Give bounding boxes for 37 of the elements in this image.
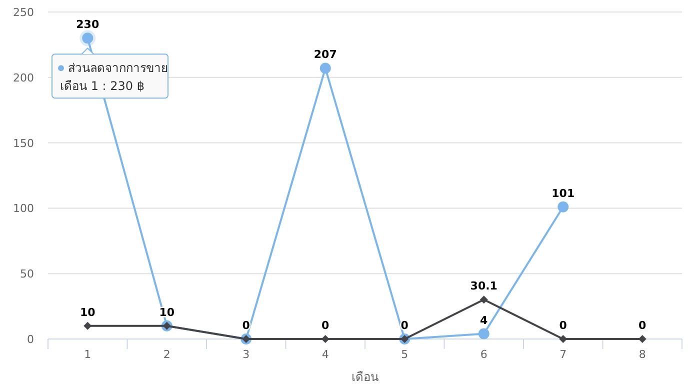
point xyxy=(638,335,646,343)
data-label: 0 xyxy=(559,319,568,332)
x-tick-label: 8 xyxy=(638,348,646,361)
point xyxy=(480,296,488,304)
x-tick-label: 5 xyxy=(401,348,408,361)
y-tick-label: 150 xyxy=(13,136,34,150)
x-tick-label: 3 xyxy=(242,348,250,361)
data-label: 230 xyxy=(76,18,100,32)
data-label: 0 xyxy=(322,319,330,332)
point xyxy=(558,201,569,212)
y-tick-label: 50 xyxy=(20,268,34,281)
x-tick-label: 6 xyxy=(480,348,488,361)
x-tick-label: 7 xyxy=(560,348,567,361)
point xyxy=(559,335,568,343)
data-label: 101 xyxy=(552,186,575,200)
x-tick-label: 4 xyxy=(322,348,329,361)
data-label: 0 xyxy=(400,319,409,332)
y-tick-label: 100 xyxy=(13,202,34,216)
x-tick-label: 2 xyxy=(163,348,170,361)
data-label: 0 xyxy=(638,319,647,332)
data-label: 30.1 xyxy=(470,280,498,293)
annotation: เดือน 1 : 230 ฿ xyxy=(60,79,144,94)
data-label: 10 xyxy=(159,306,175,319)
data-label: 207 xyxy=(314,48,337,62)
data-label: 0 xyxy=(242,319,250,332)
y-tick-label: 250 xyxy=(13,6,34,19)
data-label: 10 xyxy=(80,306,96,319)
y-tick-label: 0 xyxy=(27,333,34,346)
x-axis-title: เดือน xyxy=(352,370,378,384)
point xyxy=(84,322,92,330)
y-tick-label: 200 xyxy=(13,71,34,84)
point xyxy=(320,62,331,74)
point xyxy=(321,335,330,343)
point xyxy=(478,328,490,340)
data-label: 4 xyxy=(480,314,488,327)
legend-label: ส่วนลดจากการขาย xyxy=(68,61,168,76)
x-tick-label: 1 xyxy=(84,348,92,361)
